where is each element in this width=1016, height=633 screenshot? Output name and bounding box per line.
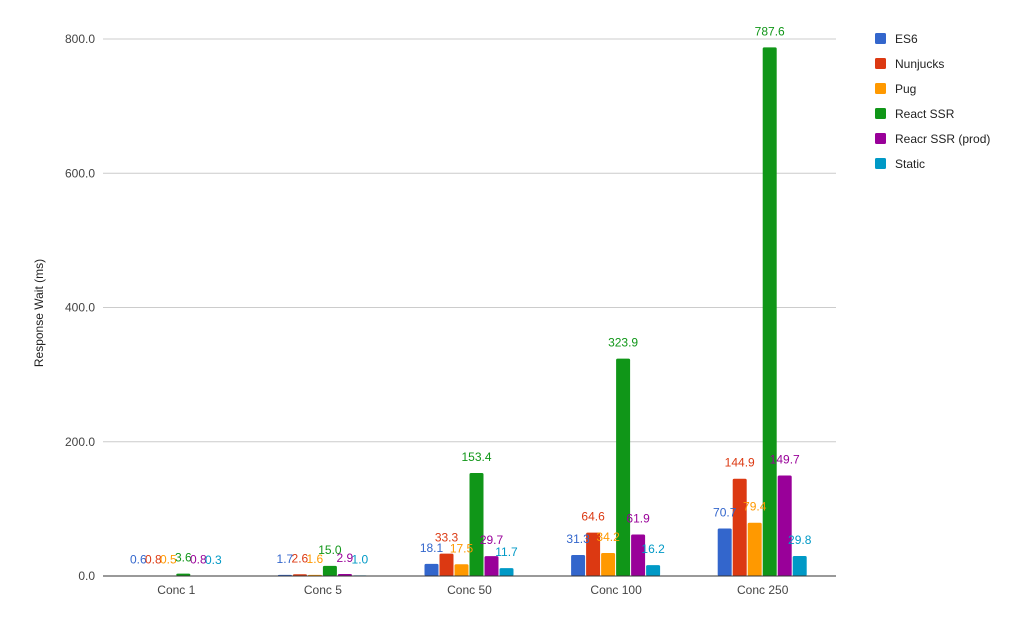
legend-swatch — [875, 158, 886, 169]
data-label: 15.0 — [318, 543, 342, 557]
data-label: 153.4 — [461, 450, 491, 464]
bar — [322, 565, 337, 576]
y-tick-label: 200.0 — [65, 435, 95, 449]
bar — [454, 564, 469, 576]
x-tick-label: Conc 250 — [737, 583, 789, 597]
bar — [469, 473, 484, 576]
y-axis-label: Response Wait (ms) — [32, 259, 46, 367]
data-label: 18.1 — [420, 541, 444, 555]
data-label: 79.4 — [743, 500, 767, 514]
data-label: 2.6 — [292, 551, 309, 565]
axes: 0.0 200.0 400.0 600.0 800.0 Conc 1 Conc 5 Conc … — [65, 32, 836, 597]
bar — [732, 478, 747, 576]
data-label: 16.2 — [641, 542, 665, 556]
bar — [499, 568, 514, 576]
data-label: 70.7 — [713, 506, 737, 520]
bar — [586, 532, 601, 576]
data-label: 61.9 — [626, 511, 650, 525]
data-label: 787.6 — [755, 24, 785, 38]
data-label: 323.9 — [608, 336, 638, 350]
data-label: 29.8 — [788, 533, 812, 547]
legend-swatch — [875, 108, 886, 119]
data-label: 33.3 — [435, 531, 459, 545]
bar — [646, 565, 661, 576]
legend-entry: Reacr SSR (prod) — [895, 132, 990, 146]
data-label: 17.5 — [450, 541, 474, 555]
bar — [777, 475, 792, 576]
legend-swatch — [875, 83, 886, 94]
bar — [571, 554, 586, 576]
bar — [424, 563, 439, 576]
x-tick-label: Conc 100 — [590, 583, 642, 597]
legend-entry: React SSR — [895, 107, 955, 121]
data-label: 0.3 — [205, 553, 222, 567]
legend: ES6 Nunjucks Pug React SSR Reacr SSR (prod) S… — [875, 32, 990, 171]
legend-swatch — [875, 58, 886, 69]
bar — [439, 553, 454, 576]
legend-entry: ES6 — [895, 32, 918, 46]
data-label: 64.6 — [581, 510, 605, 524]
x-tick-label: Conc 1 — [157, 583, 195, 597]
legend-swatch — [875, 133, 886, 144]
legend-swatch — [875, 33, 886, 44]
x-tick-label: Conc 5 — [304, 583, 342, 597]
data-label: 0.5 — [160, 553, 177, 567]
y-tick-label: 400.0 — [65, 301, 95, 315]
data-label: 34.2 — [596, 530, 620, 544]
data-label: 1.0 — [352, 552, 369, 566]
data-label: 2.9 — [337, 551, 354, 565]
bar — [631, 534, 646, 576]
data-label: 1.7 — [277, 552, 294, 566]
bar — [176, 573, 191, 576]
data-label: 11.7 — [495, 545, 518, 559]
data-label: 0.8 — [145, 552, 162, 566]
x-tick-label: Conc 50 — [447, 583, 492, 597]
data-label: 31.3 — [566, 532, 590, 546]
data-label: 0.8 — [190, 552, 207, 566]
y-tick-label: 0.0 — [78, 569, 95, 583]
gridlines — [103, 38, 836, 443]
bar — [601, 553, 616, 576]
bar — [747, 522, 762, 576]
bar — [717, 528, 732, 576]
y-tick-label: 600.0 — [65, 166, 95, 180]
data-labels: 0.60.80.53.60.80.3 1.72.61.615.02.91.018.… — [130, 24, 812, 566]
data-label: 1.6 — [307, 552, 324, 566]
y-tick-label: 800.0 — [65, 32, 95, 46]
legend-entry: Static — [895, 157, 925, 171]
data-label: 3.6 — [175, 551, 192, 565]
data-label: 0.6 — [130, 553, 147, 567]
data-label: 144.9 — [725, 456, 755, 470]
bar — [616, 358, 631, 576]
bar — [762, 47, 777, 577]
bar — [792, 555, 807, 576]
legend-entry: Nunjucks — [895, 57, 944, 71]
bars — [131, 47, 807, 577]
data-label: 29.7 — [480, 533, 504, 547]
legend-entry: Pug — [895, 82, 916, 96]
data-label: 149.7 — [770, 453, 800, 467]
bar — [484, 556, 499, 576]
